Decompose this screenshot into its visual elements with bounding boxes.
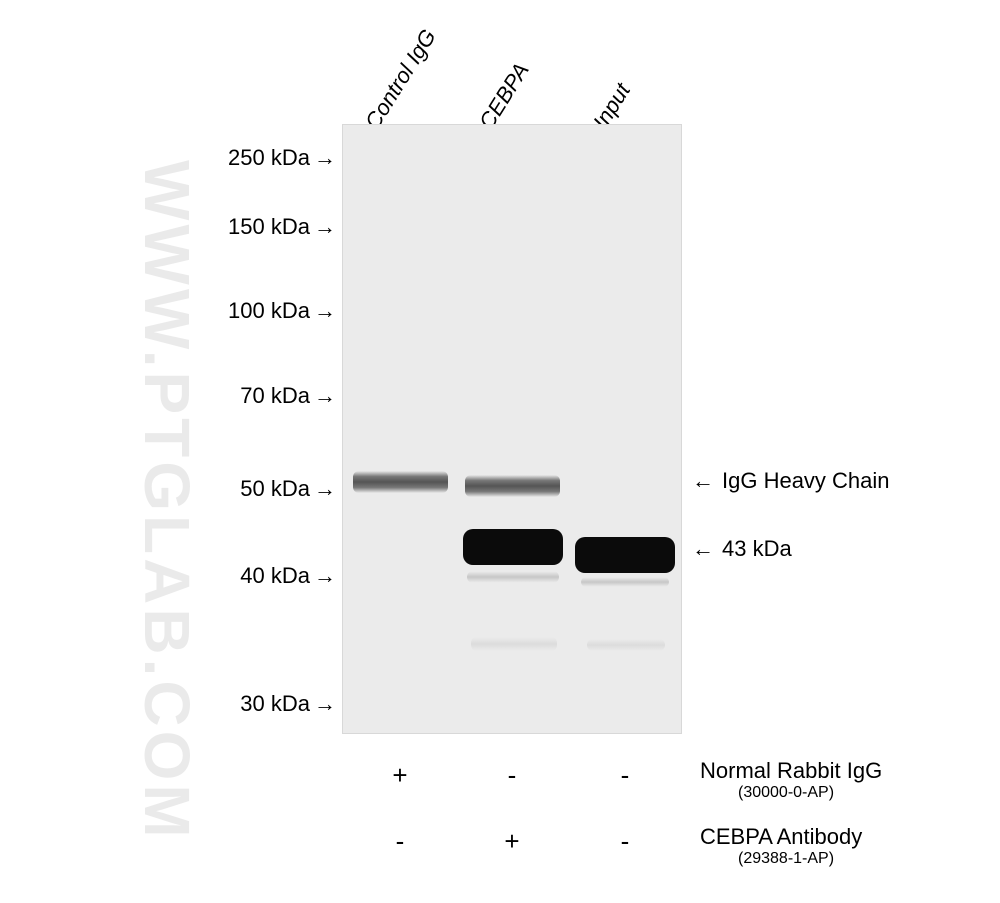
band-cebpa-faint2 bbox=[471, 637, 557, 651]
matrix-r1-label: Normal Rabbit IgG bbox=[700, 758, 882, 784]
matrix-r1-c3: - bbox=[580, 760, 670, 791]
mw-text-30: 30 kDa bbox=[240, 691, 310, 716]
anno-text-igg: IgG Heavy Chain bbox=[722, 468, 890, 494]
band-control-igg-heavy bbox=[353, 471, 448, 493]
mw-text-150: 150 kDa bbox=[228, 214, 310, 239]
anno-43kda: ← 43 kDa bbox=[692, 536, 792, 562]
mw-text-100: 100 kDa bbox=[228, 298, 310, 323]
arrow-right-icon: → bbox=[314, 563, 336, 589]
band-input-43kda bbox=[575, 537, 675, 573]
band-cebpa-heavy bbox=[465, 475, 560, 497]
matrix-r1-c1: + bbox=[355, 760, 445, 791]
arrow-left-icon: ← bbox=[692, 468, 714, 494]
mw-marker-50: 50 kDa→ bbox=[0, 476, 336, 502]
mw-marker-100: 100 kDa→ bbox=[0, 298, 336, 324]
mw-marker-150: 150 kDa→ bbox=[0, 214, 336, 240]
blot-figure: WWW.PTGLAB.COM Control IgG CEBPA Input 2… bbox=[0, 0, 1000, 903]
mw-marker-column: 250 kDa→ 150 kDa→ 100 kDa→ 70 kDa→ 50 kD… bbox=[0, 0, 336, 903]
arrow-right-icon: → bbox=[314, 214, 336, 240]
mw-text-50: 50 kDa bbox=[240, 476, 310, 501]
arrow-right-icon: → bbox=[314, 298, 336, 324]
lane-label-control-igg: Control IgG bbox=[360, 25, 442, 134]
matrix-r2-c1: - bbox=[355, 826, 445, 857]
mw-marker-250: 250 kDa→ bbox=[0, 145, 336, 171]
mw-marker-70: 70 kDa→ bbox=[0, 383, 336, 409]
mw-text-70: 70 kDa bbox=[240, 383, 310, 408]
mw-marker-30: 30 kDa→ bbox=[0, 691, 336, 717]
band-input-faint1 bbox=[581, 577, 669, 587]
band-input-faint2 bbox=[587, 639, 665, 651]
band-cebpa-faint1 bbox=[467, 571, 559, 583]
matrix-r2-sublabel: (29388-1-AP) bbox=[738, 850, 834, 868]
mw-text-250: 250 kDa bbox=[228, 145, 310, 170]
matrix-r2-label: CEBPA Antibody bbox=[700, 824, 862, 850]
arrow-right-icon: → bbox=[314, 145, 336, 171]
lane-label-cebpa: CEBPA bbox=[474, 58, 535, 134]
arrow-right-icon: → bbox=[314, 476, 336, 502]
arrow-right-icon: → bbox=[314, 383, 336, 409]
anno-igg-heavy: ← IgG Heavy Chain bbox=[692, 468, 890, 494]
matrix-r1-sublabel: (30000-0-AP) bbox=[738, 784, 834, 802]
matrix-r2-c2: + bbox=[467, 826, 557, 857]
arrow-left-icon: ← bbox=[692, 536, 714, 562]
anno-text-43: 43 kDa bbox=[722, 536, 792, 562]
band-cebpa-43kda bbox=[463, 529, 563, 565]
mw-text-40: 40 kDa bbox=[240, 563, 310, 588]
mw-marker-40: 40 kDa→ bbox=[0, 563, 336, 589]
matrix-r1-c2: - bbox=[467, 760, 557, 791]
blot-membrane bbox=[342, 124, 682, 734]
matrix-r2-c3: - bbox=[580, 826, 670, 857]
arrow-right-icon: → bbox=[314, 691, 336, 717]
